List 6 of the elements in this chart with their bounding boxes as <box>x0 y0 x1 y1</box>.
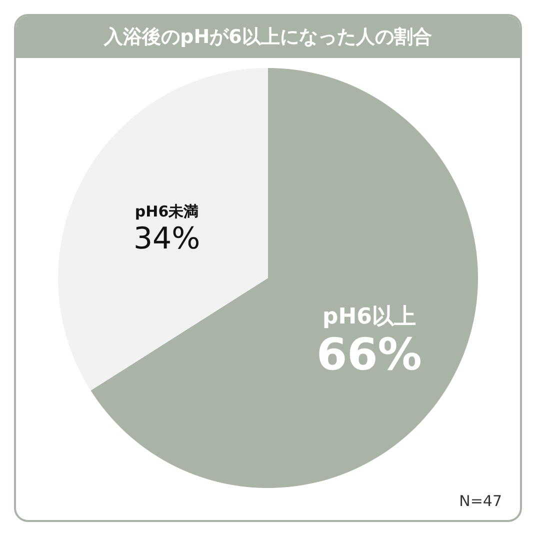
slice-label: pH6未満 <box>134 202 199 220</box>
slice-label: pH6以上 <box>322 304 416 330</box>
data-label: 34% <box>133 221 200 256</box>
text: N=47 <box>459 492 502 510</box>
chart-title: 入浴後のpHが6以上になった人の割合 <box>16 16 520 58</box>
data-label: 66% <box>316 330 422 381</box>
